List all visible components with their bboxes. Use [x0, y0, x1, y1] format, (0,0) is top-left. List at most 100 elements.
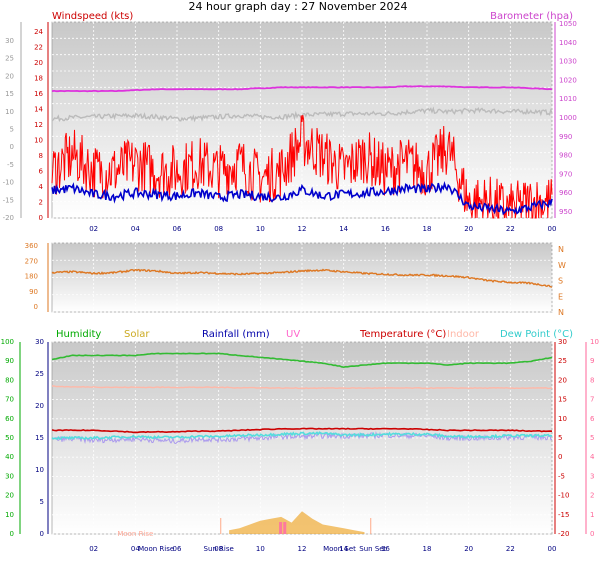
baro-axis-tick: 960	[559, 189, 572, 197]
compass-tick: N	[558, 245, 564, 254]
x-tick-label: 18	[423, 225, 432, 233]
humidity-axis-tick: 30	[5, 472, 14, 480]
wind-axis-tick: 16	[34, 90, 43, 98]
wind-axis-tick: 4	[39, 183, 44, 191]
baro-axis-tick: 950	[559, 208, 572, 216]
event-annotation: Moon Rise	[138, 545, 174, 553]
low-temp-line	[51, 430, 553, 445]
humidity-axis-tick: 20	[5, 492, 14, 500]
x-tick-label-bottom: 04	[131, 545, 140, 553]
temp-axis-tick: -15	[558, 511, 569, 519]
wind-axis-tick: 14	[34, 106, 43, 114]
rain-axis-tick: 10	[35, 466, 44, 474]
uv-bar	[283, 522, 287, 534]
solar-label: Solar	[124, 329, 150, 340]
event-annotation: Moon Rise	[117, 530, 153, 538]
wind-axis-tick: 10	[34, 137, 43, 145]
gray-line	[51, 106, 553, 123]
humidity-line	[51, 352, 553, 369]
page-title: 24 hour graph day : 27 November 2024	[188, 0, 407, 13]
wind-axis-tick: 0	[39, 214, 43, 222]
temp-axis-tick: 10	[558, 415, 567, 423]
wind-axis-tick: 24	[34, 28, 43, 36]
baro-axis-tick: 1040	[559, 39, 577, 47]
wind-line	[51, 180, 553, 216]
uv-axis-tick: 9	[590, 357, 594, 365]
direction-axis-tick: 90	[29, 288, 38, 296]
baro-axis-tick: 1030	[559, 58, 577, 66]
wind-axis-tick: 8	[39, 152, 43, 160]
x-tick-label-bottom: 12	[298, 545, 307, 553]
x-tick-label-bottom: 22	[506, 545, 515, 553]
humidity-axis-tick: 90	[5, 357, 14, 365]
wind-axis-tick: 6	[39, 168, 44, 176]
humidity-axis-tick: 80	[5, 376, 14, 384]
uv-axis-tick: 6	[590, 415, 595, 423]
humidity-label: Humidity	[56, 329, 101, 340]
wind-axis-tick: 12	[34, 121, 43, 129]
event-annotation: Sun Rise	[204, 545, 234, 553]
x-tick-label-bottom: 10	[256, 545, 265, 553]
temp-axis-tick: 20	[558, 376, 567, 384]
gray-axis-tick: -10	[3, 179, 14, 187]
barometer-line	[51, 85, 553, 93]
temp-axis-tick: 15	[558, 396, 567, 404]
dewpoint-line	[51, 431, 553, 441]
x-tick-label: 02	[89, 225, 98, 233]
event-annotation: Sun Set	[359, 545, 386, 553]
compass-tick: N	[558, 308, 564, 317]
gray-axis-tick: 0	[10, 143, 14, 151]
x-tick-label: 12	[298, 225, 307, 233]
solar-area	[229, 511, 365, 534]
rain-axis-tick: 20	[35, 402, 44, 410]
temperature-label: Temperature (°C)	[359, 329, 446, 340]
x-tick-label: 20	[464, 225, 473, 233]
gray-axis-tick: 15	[5, 90, 14, 98]
direction-axis-tick: 0	[34, 303, 38, 311]
baro-axis-tick: 980	[559, 152, 572, 160]
x-tick-label: 22	[506, 225, 515, 233]
humidity-axis-tick: 60	[5, 415, 14, 423]
x-tick-label-bottom: 06	[173, 545, 182, 553]
temp-axis-tick: -20	[558, 530, 569, 538]
x-tick-label: 04	[131, 225, 140, 233]
indoor-label: Indoor	[447, 329, 480, 340]
uv-axis-tick: 10	[590, 338, 599, 346]
direction-axis-tick: 180	[25, 273, 38, 281]
humidity-axis-tick: 100	[1, 338, 14, 346]
direction-axis-tick: 270	[25, 257, 38, 265]
uv-axis-tick: 3	[590, 472, 594, 480]
event-annotation: Moon Set	[323, 545, 356, 553]
uv-bar	[279, 522, 283, 534]
x-tick-label-bottom: 20	[464, 545, 473, 553]
humidity-axis-tick: 50	[5, 434, 14, 442]
baro-axis-tick: 1010	[559, 95, 577, 103]
direction-axis-tick: 360	[25, 242, 38, 250]
uv-axis-tick: 5	[590, 434, 594, 442]
x-tick-label: 16	[381, 225, 390, 233]
baro-axis-tick: 1000	[559, 114, 577, 122]
uv-axis-tick: 4	[590, 453, 595, 461]
rain-axis-tick: 15	[35, 434, 44, 442]
x-tick-label-bottom: 00	[548, 545, 557, 553]
humidity-axis-tick: 70	[5, 396, 14, 404]
gray-axis-tick: 5	[10, 126, 14, 134]
uv-axis-tick: 1	[590, 511, 594, 519]
temp-axis-tick: 5	[558, 434, 562, 442]
baro-axis-tick: 1020	[559, 76, 577, 84]
humidity-axis-tick: 40	[5, 453, 14, 461]
gray-axis-tick: 10	[5, 108, 14, 116]
wind-axis-tick: 2	[39, 199, 43, 207]
uv-axis-tick: 2	[590, 492, 594, 500]
barometer-label: Barometer (hpa)	[490, 11, 573, 22]
compass-tick: S	[558, 277, 563, 286]
uv-axis-tick: 0	[590, 530, 594, 538]
x-tick-label-bottom: 14	[339, 545, 348, 553]
gray-axis-tick: -5	[7, 161, 14, 169]
humidity-axis-tick: 0	[10, 530, 14, 538]
baro-axis-tick: 970	[559, 170, 572, 178]
gray-axis-tick: 20	[5, 72, 14, 80]
rain-axis-tick: 5	[40, 498, 44, 506]
rain-axis-tick: 0	[40, 530, 44, 538]
